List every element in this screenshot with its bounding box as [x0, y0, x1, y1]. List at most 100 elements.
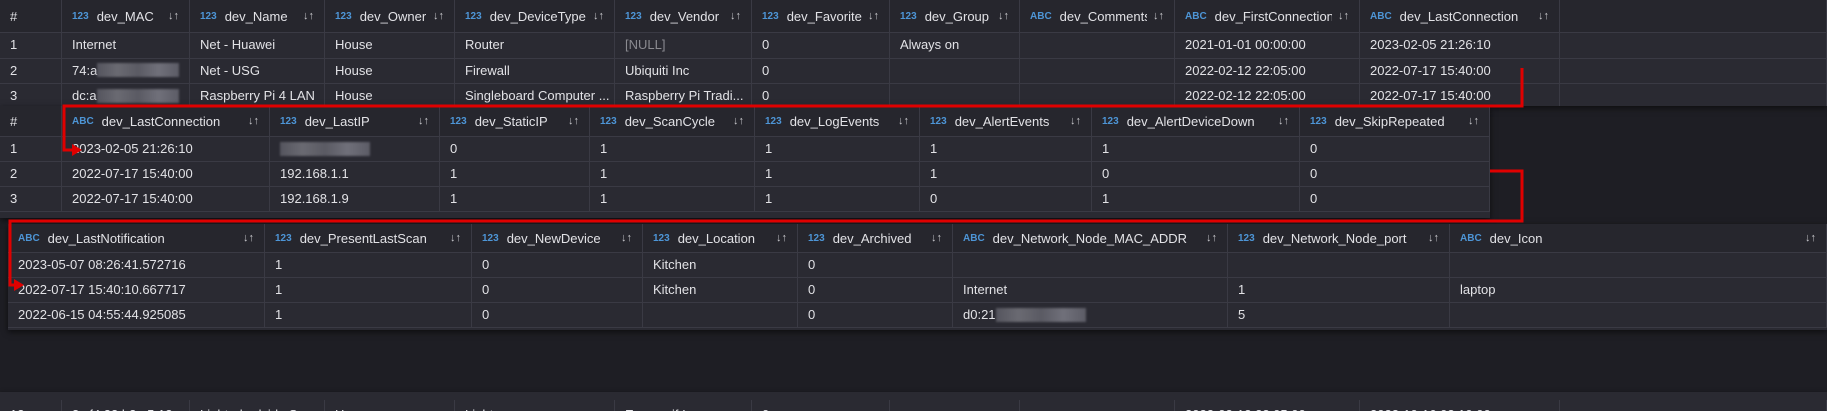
table-cell[interactable]: 2 — [0, 57, 62, 83]
table-cell[interactable]: Net - Huawei — [190, 32, 325, 58]
column-header-dev_PresentLastScan[interactable]: 123 dev_PresentLastScan ↓↑ — [265, 224, 472, 252]
table-row[interactable]: 3 dc:a Raspberry Pi 4 LAN House Singleboard … — [0, 83, 1827, 106]
column-header-dev_MAC[interactable]: 123 dev_MAC ↓↑ — [62, 0, 190, 32]
table-cell[interactable] — [1020, 400, 1175, 411]
sort-arrows-icon[interactable]: ↓↑ — [1538, 10, 1549, 22]
column-header-dev_Comments[interactable]: ABC dev_Comments ↓↑ — [1020, 0, 1175, 32]
table-cell[interactable]: 0 — [472, 277, 643, 302]
sort-arrows-icon[interactable]: ↓↑ — [450, 232, 461, 244]
table-cell[interactable]: Ubiquiti Inc — [615, 57, 752, 83]
column-header-dev_Network_Node_port[interactable]: 123 dev_Network_Node_port ↓↑ — [1228, 224, 1450, 252]
table-cell[interactable]: Always on — [890, 32, 1020, 58]
table-cell[interactable]: 1 — [755, 136, 920, 161]
table-cell[interactable]: 2 — [0, 161, 62, 186]
table-cell[interactable] — [1020, 57, 1175, 83]
sort-arrows-icon[interactable]: ↓↑ — [1206, 232, 1217, 244]
table-cell[interactable]: Singleboard Computer ... — [455, 83, 615, 106]
table-cell[interactable]: 0 — [798, 302, 953, 327]
sort-arrows-icon[interactable]: ↓↑ — [168, 10, 179, 22]
sort-arrows-icon[interactable]: ↓↑ — [248, 115, 259, 127]
table-cell[interactable] — [1450, 302, 1827, 327]
table-cell[interactable]: 2023-02-05 21:26:10 — [1360, 32, 1560, 58]
column-header-row-number[interactable]: # — [0, 106, 62, 136]
sort-arrows-icon[interactable]: ↓↑ — [433, 10, 444, 22]
table-row[interactable]: 2 2022-07-17 15:40:00 192.168.1.1 1 1 1 1 0 0 — [0, 161, 1490, 187]
table-cell[interactable]: 2022-07-17 15:40:00 — [62, 161, 270, 186]
table-cell[interactable]: 0 — [440, 136, 590, 161]
column-header-dev_Name[interactable]: 123 dev_Name ↓↑ — [190, 0, 325, 32]
column-header-dev_ScanCycle[interactable]: 123 dev_ScanCycle ↓↑ — [590, 106, 755, 136]
table-cell[interactable]: 0 — [1092, 161, 1300, 186]
table-cell[interactable]: 0 — [920, 186, 1092, 211]
sort-arrows-icon[interactable]: ↓↑ — [418, 115, 429, 127]
column-header-row-number[interactable]: # — [0, 0, 62, 32]
table-cell[interactable]: 1 — [590, 161, 755, 186]
table-cell[interactable] — [1450, 252, 1827, 277]
table-cell[interactable]: 0 — [798, 277, 953, 302]
table-cell[interactable]: 2022-06-15 04:55:44.925085 — [8, 302, 265, 327]
table-cell[interactable]: Light — [455, 400, 615, 411]
table-cell[interactable]: 1 — [1092, 186, 1300, 211]
sort-arrows-icon[interactable]: ↓↑ — [1428, 232, 1439, 244]
table-cell[interactable]: 2022-02-12 22:05:00 — [1175, 400, 1360, 411]
table-cell[interactable]: Espressif Inc — [615, 400, 752, 411]
column-header-dev_StaticIP[interactable]: 123 dev_StaticIP ↓↑ — [440, 106, 590, 136]
sort-arrows-icon[interactable]: ↓↑ — [243, 232, 254, 244]
table-cell[interactable]: 3c:f4:32:b2:e5:12 — [62, 400, 190, 411]
table-cell[interactable]: 1 — [0, 32, 62, 58]
table-cell[interactable]: Internet — [62, 32, 190, 58]
column-header-dev_Location[interactable]: 123 dev_Location ↓↑ — [643, 224, 798, 252]
table-cell[interactable] — [270, 136, 440, 161]
column-header-dev_FirstConnection[interactable]: ABC dev_FirstConnection ↓↑ — [1175, 0, 1360, 32]
table-cell[interactable]: 1 — [265, 252, 472, 277]
column-header-dev_Owner[interactable]: 123 dev_Owner ↓↑ — [325, 0, 455, 32]
table-cell[interactable]: 13 — [0, 400, 62, 411]
table-cell[interactable]: 0 — [798, 252, 953, 277]
table-cell[interactable]: dc:a — [62, 83, 190, 106]
column-header-dev_LastConnection[interactable]: ABC dev_LastConnection ↓↑ — [62, 106, 270, 136]
sort-arrows-icon[interactable]: ↓↑ — [1070, 115, 1081, 127]
sort-arrows-icon[interactable]: ↓↑ — [998, 10, 1009, 22]
table-row[interactable]: 3 2022-07-17 15:40:00 192.168.1.9 1 1 1 0 1 0 — [0, 186, 1490, 212]
table-cell[interactable]: Kitchen — [643, 252, 798, 277]
table-cell[interactable]: 1 — [755, 186, 920, 211]
table-cell[interactable]: 1 — [590, 136, 755, 161]
table-cell[interactable] — [890, 400, 1020, 411]
table-cell[interactable]: House — [325, 32, 455, 58]
table-cell[interactable] — [890, 57, 1020, 83]
table-cell[interactable]: 0 — [472, 302, 643, 327]
table-cell[interactable] — [890, 83, 1020, 106]
table-cell[interactable]: 0 — [752, 32, 890, 58]
table-cell[interactable] — [1020, 83, 1175, 106]
sort-arrows-icon[interactable]: ↓↑ — [730, 10, 741, 22]
sort-arrows-icon[interactable]: ↓↑ — [593, 10, 604, 22]
table-cell[interactable]: Net - USG — [190, 57, 325, 83]
table-cell[interactable]: 5 — [1228, 302, 1450, 327]
table-cell[interactable]: 1 — [590, 186, 755, 211]
table-row[interactable]: 2023-05-07 08:26:41.572716 1 0 Kitchen 0 — [8, 252, 1827, 278]
table-cell[interactable]: Raspberry Pi Tradi... — [615, 83, 752, 106]
sort-arrows-icon[interactable]: ↓↑ — [303, 10, 314, 22]
sort-arrows-icon[interactable]: ↓↑ — [733, 115, 744, 127]
table-cell[interactable]: 1 — [1228, 277, 1450, 302]
table-cell[interactable]: 2023-02-05 21:26:10 — [62, 136, 270, 161]
table-cell[interactable]: 2022-07-17 15:40:10.667717 — [8, 277, 265, 302]
column-header-dev_DeviceType[interactable]: 123 dev_DeviceType ↓↑ — [455, 0, 615, 32]
table-cell[interactable]: 0 — [1300, 186, 1490, 211]
table-cell[interactable] — [1228, 252, 1450, 277]
table-cell[interactable] — [953, 252, 1228, 277]
table-cell[interactable]: d0:21 — [953, 302, 1228, 327]
table-cell[interactable]: House — [325, 83, 455, 106]
table-cell[interactable]: 1 — [265, 302, 472, 327]
column-header-dev_LogEvents[interactable]: 123 dev_LogEvents ↓↑ — [755, 106, 920, 136]
table-cell[interactable] — [1020, 32, 1175, 58]
table-cell[interactable]: 1 — [0, 136, 62, 161]
table-cell[interactable]: 3 — [0, 186, 62, 211]
sort-arrows-icon[interactable]: ↓↑ — [898, 115, 909, 127]
sort-arrows-icon[interactable]: ↓↑ — [931, 232, 942, 244]
column-header-dev_NewDevice[interactable]: 123 dev_NewDevice ↓↑ — [472, 224, 643, 252]
column-header-dev_SkipRepeated[interactable]: 123 dev_SkipRepeated ↓↑ — [1300, 106, 1490, 136]
sort-arrows-icon[interactable]: ↓↑ — [1468, 115, 1479, 127]
table-cell[interactable]: 1 — [1092, 136, 1300, 161]
table-cell[interactable]: 1 — [265, 277, 472, 302]
